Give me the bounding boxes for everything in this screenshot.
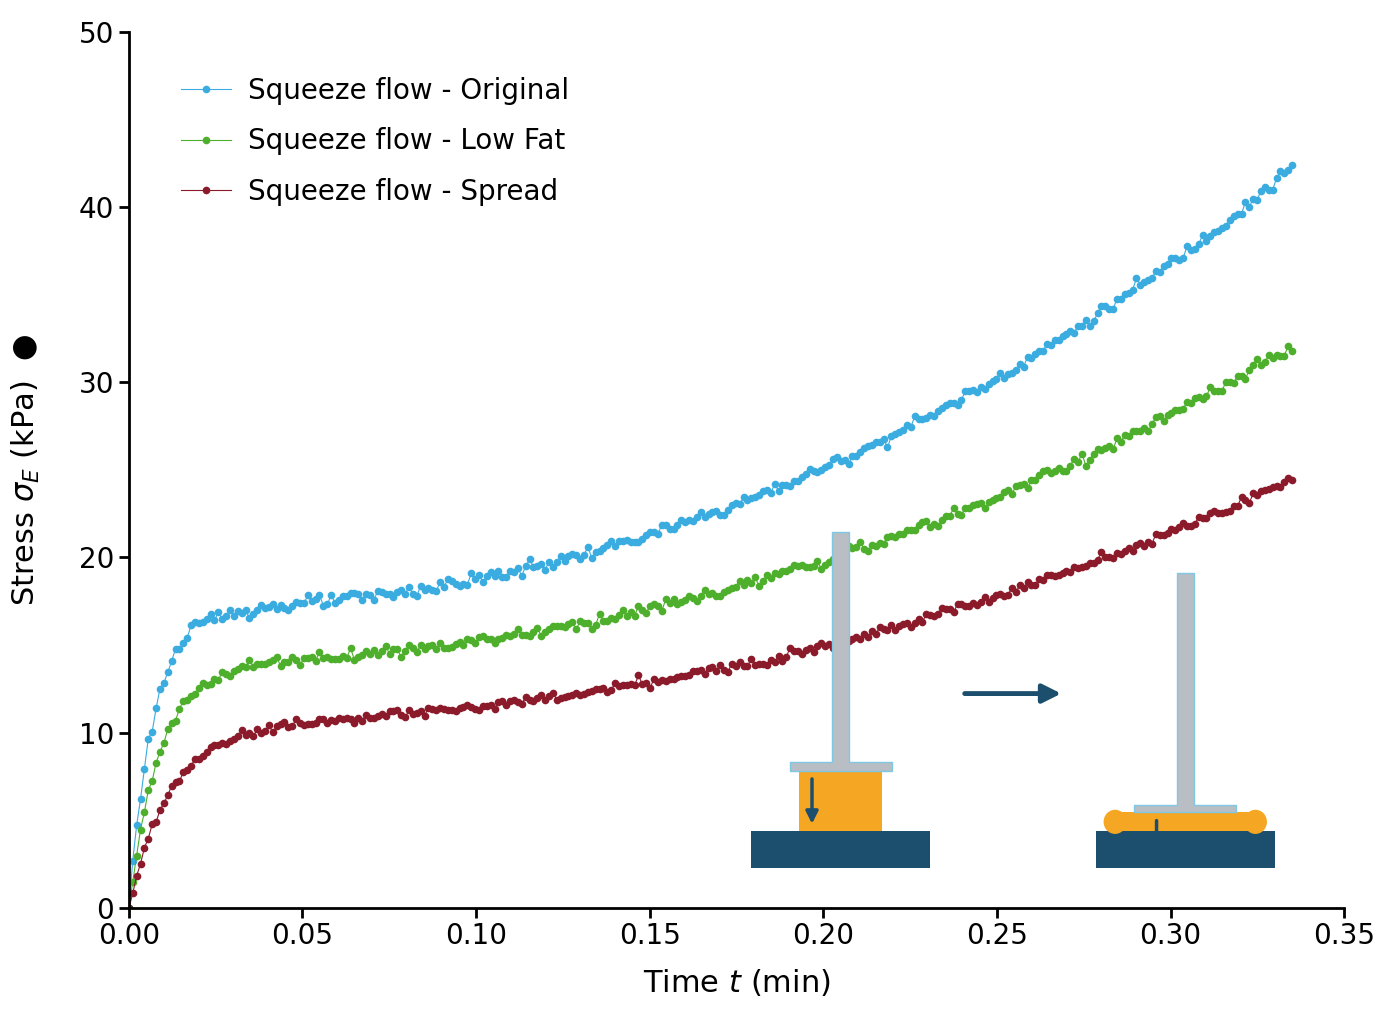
Squeeze flow - Original [812,464,829,476]
Squeeze flow - Original [1101,303,1118,315]
Squeeze flow - Low Fat [124,875,141,888]
Squeeze flow - Original [1175,252,1192,264]
Line: Squeeze flow - Low Fat: Squeeze flow - Low Fat [126,342,1295,912]
Squeeze flow - Original [124,855,141,867]
Squeeze flow - Spread [120,902,137,914]
Squeeze flow - Spread [1175,517,1192,529]
Squeeze flow - Original [1284,159,1301,171]
Squeeze flow - Low Fat [120,902,137,914]
Text: Stress $\sigma_E$ (kPa)  ●: Stress $\sigma_E$ (kPa) ● [10,334,42,606]
Squeeze flow - Low Fat [1284,344,1301,357]
Squeeze flow - Low Fat [810,554,826,567]
Squeeze flow - Spread [124,888,141,900]
Squeeze flow - Low Fat [1175,403,1192,415]
Squeeze flow - Spread [810,640,826,652]
Squeeze flow - Spread [1101,551,1118,564]
Squeeze flow - Spread [812,637,829,649]
X-axis label: Time $t$ (min): Time $t$ (min) [642,967,831,999]
Squeeze flow - Low Fat [832,545,849,557]
Squeeze flow - Low Fat [1101,440,1118,452]
Squeeze flow - Original [810,467,826,479]
Squeeze flow - Original [120,902,137,914]
Squeeze flow - Spread [1284,474,1301,486]
Squeeze flow - Original [832,454,849,467]
Squeeze flow - Spread [1280,472,1297,484]
Squeeze flow - Low Fat [812,564,829,576]
Squeeze flow - Spread [832,632,849,644]
Squeeze flow - Low Fat [1280,340,1297,353]
Legend: Squeeze flow - Original, Squeeze flow - Low Fat, Squeeze flow - Spread: Squeeze flow - Original, Squeeze flow - … [168,63,582,219]
Line: Squeeze flow - Spread: Squeeze flow - Spread [126,475,1295,912]
Line: Squeeze flow - Original: Squeeze flow - Original [126,161,1295,912]
